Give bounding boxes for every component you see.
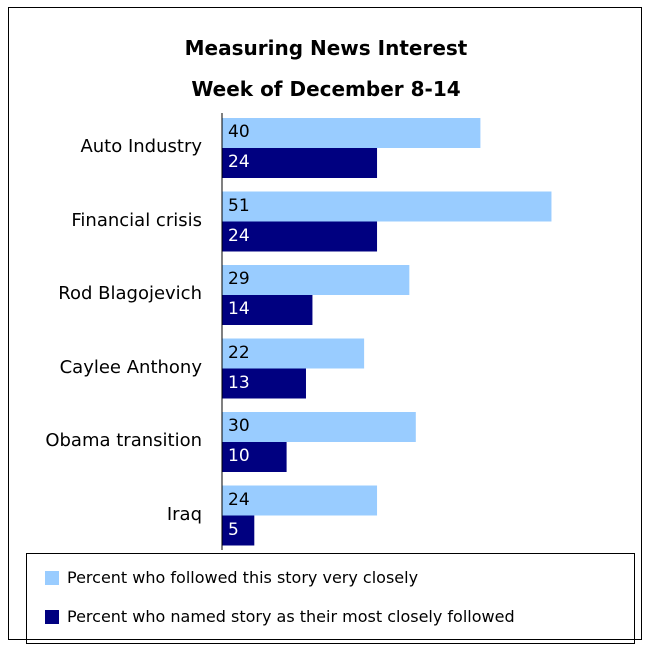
data-label: 13 (222, 370, 250, 397)
data-label: 10 (222, 443, 250, 470)
data-label: 40 (222, 119, 250, 146)
chart-legend: Percent who followed this story very clo… (26, 553, 635, 644)
legend-swatch-most-closely (45, 610, 59, 624)
data-label: 14 (222, 296, 250, 323)
bar-very-closely (222, 265, 409, 295)
legend-item-very-closely: Percent who followed this story very clo… (45, 568, 418, 587)
data-label: 24 (222, 487, 250, 514)
data-label: 24 (222, 223, 250, 250)
bar-very-closely (222, 192, 551, 222)
data-label: 29 (222, 266, 250, 293)
bar-very-closely (222, 118, 480, 148)
legend-label-very-closely: Percent who followed this story very clo… (67, 568, 418, 587)
data-label: 5 (222, 517, 239, 544)
data-label: 30 (222, 413, 250, 440)
data-label: 22 (222, 340, 250, 367)
legend-label-most-closely: Percent who named story as their most cl… (67, 607, 515, 626)
data-label: 51 (222, 193, 250, 220)
bar-very-closely (222, 412, 416, 442)
legend-item-most-closely: Percent who named story as their most cl… (45, 607, 515, 626)
data-label: 24 (222, 149, 250, 176)
legend-swatch-very-closely (45, 571, 59, 585)
